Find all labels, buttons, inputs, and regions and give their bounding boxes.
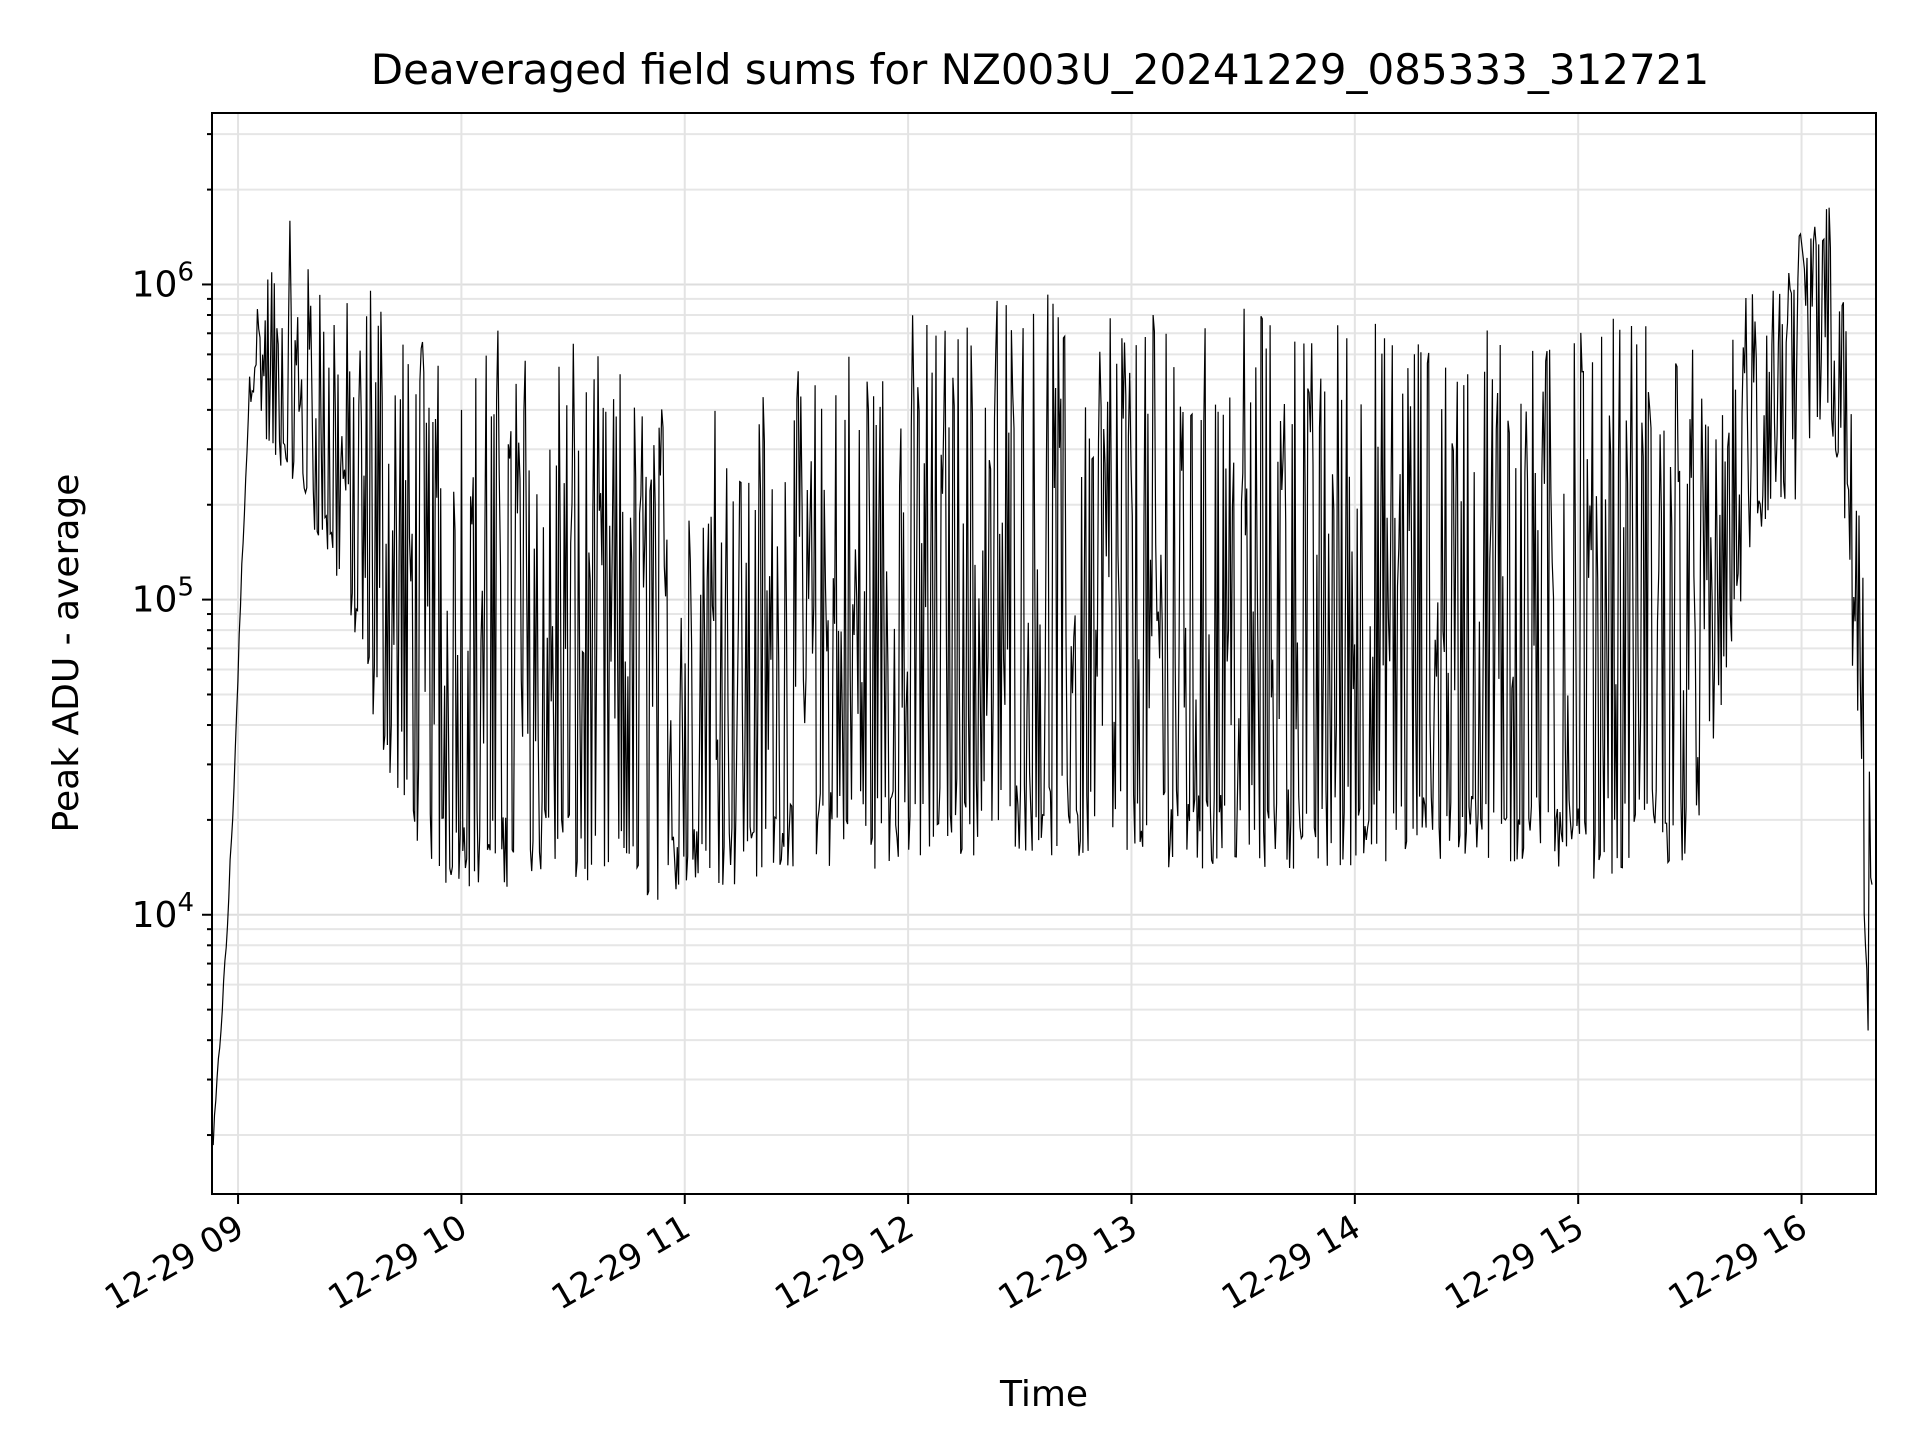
data-line-series (212, 207, 1873, 1146)
y-tick-label: 105 (132, 573, 194, 621)
y-axis: 104 105 106 (132, 133, 212, 1137)
x-axis-label: Time (999, 1374, 1088, 1415)
y-axis-label: Peak ADU - average (46, 474, 87, 833)
y-tick-label: 104 (132, 888, 194, 936)
chart-title: Deaveraged field sums for NZ003U_2024122… (371, 45, 1709, 94)
plot-frame (211, 112, 1877, 1195)
y-tick-label: 106 (132, 257, 194, 305)
